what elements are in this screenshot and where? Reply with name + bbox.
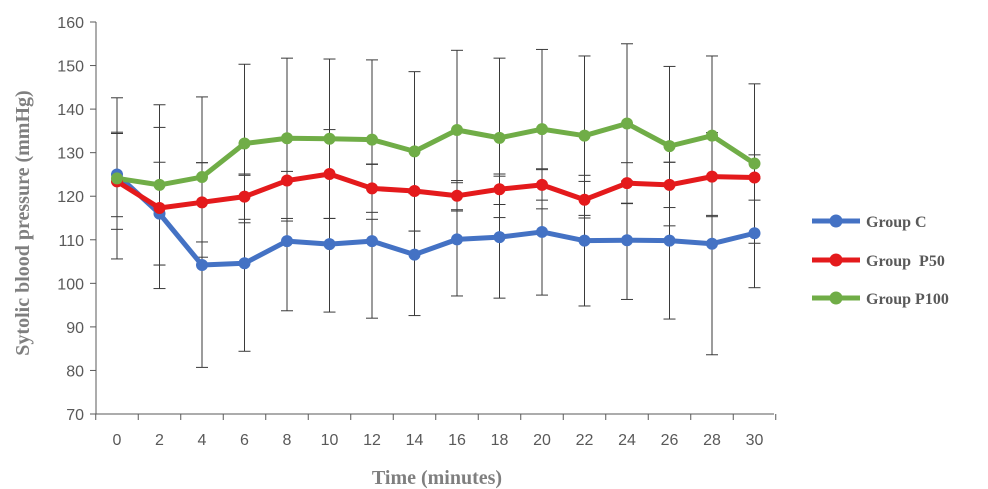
x-tick-label: 10 — [321, 432, 339, 449]
data-point — [493, 131, 506, 144]
data-point — [706, 170, 718, 183]
data-point — [153, 178, 166, 191]
data-point — [366, 182, 378, 195]
x-tick-label: 16 — [448, 432, 466, 449]
x-tick-label: 20 — [533, 432, 551, 449]
x-tick-label: 24 — [618, 432, 636, 449]
data-point — [621, 234, 633, 247]
data-point — [621, 177, 633, 190]
data-point — [196, 171, 208, 184]
legend-swatch-marker — [829, 214, 843, 228]
data-point — [366, 133, 378, 146]
data-point — [451, 233, 463, 246]
y-tick-label: 70 — [66, 407, 84, 424]
legend-swatch-marker — [829, 291, 843, 305]
x-tick-label: 14 — [406, 432, 424, 449]
data-point — [578, 193, 591, 206]
data-point — [196, 196, 208, 209]
x-tick-label: 4 — [198, 432, 207, 449]
x-tick-label: 22 — [576, 432, 594, 449]
x-axis-title: Time (minutes) — [372, 467, 502, 489]
series-line — [115, 172, 756, 268]
data-point — [408, 184, 421, 197]
data-point — [408, 248, 421, 261]
data-point — [578, 234, 591, 247]
data-point — [238, 257, 251, 270]
legend: Group C Group P50 Group P100 — [812, 214, 949, 308]
data-point — [706, 237, 718, 250]
data-point — [323, 238, 336, 251]
data-point — [748, 227, 761, 240]
y-tick-label: 90 — [66, 320, 84, 337]
x-tick-label: 30 — [746, 432, 764, 449]
data-point — [451, 124, 463, 137]
x-tick-label: 12 — [363, 432, 381, 449]
data-point — [536, 225, 548, 238]
y-tick-label: 110 — [58, 233, 84, 250]
y-tick-label: 120 — [57, 189, 84, 206]
series-lines — [115, 120, 756, 268]
y-axis-title: Sytolic blood pressure (mmHg) — [12, 90, 34, 355]
y-tick-label: 160 — [57, 15, 84, 32]
data-point — [281, 174, 293, 187]
data-point — [408, 145, 421, 158]
series-line — [116, 120, 756, 188]
y-tick-label: 150 — [57, 59, 84, 76]
data-point — [706, 129, 718, 142]
series-points — [111, 117, 761, 272]
y-tick-label: 100 — [57, 276, 84, 293]
y-tick-label: 140 — [57, 102, 84, 119]
data-point — [323, 168, 336, 181]
data-point — [323, 132, 336, 145]
data-point — [238, 190, 251, 203]
data-point — [153, 201, 166, 214]
data-point — [451, 189, 463, 202]
data-point — [536, 178, 548, 191]
data-point — [748, 157, 761, 170]
data-point — [493, 231, 506, 244]
data-point — [663, 178, 676, 191]
x-tick-label: 26 — [661, 432, 679, 449]
y-tick-label: 80 — [66, 363, 84, 380]
data-point — [366, 235, 378, 248]
series-line — [115, 171, 755, 211]
data-point — [536, 123, 548, 136]
x-tick-label: 2 — [155, 432, 164, 449]
data-point — [111, 172, 123, 185]
data-point — [748, 171, 761, 184]
x-tick-label: 0 — [113, 432, 122, 449]
x-tick-label: 18 — [491, 432, 509, 449]
data-point — [663, 140, 676, 153]
data-point — [663, 234, 676, 247]
data-point — [281, 235, 293, 248]
data-point — [621, 117, 633, 130]
data-point — [196, 259, 208, 272]
data-point — [578, 129, 591, 142]
legend-label: Group P100 — [866, 291, 949, 308]
legend-label: Group C — [866, 214, 927, 231]
data-point — [493, 183, 506, 196]
data-point — [238, 137, 251, 150]
legend-label: Group P50 — [866, 253, 945, 270]
error-bars — [111, 43, 761, 368]
legend-swatch-marker — [829, 253, 843, 267]
x-tick-label: 6 — [240, 432, 249, 449]
x-tick-label: 8 — [283, 432, 292, 449]
x-tick-label: 28 — [703, 432, 721, 449]
data-point — [281, 132, 293, 145]
y-tick-label: 130 — [57, 146, 84, 163]
